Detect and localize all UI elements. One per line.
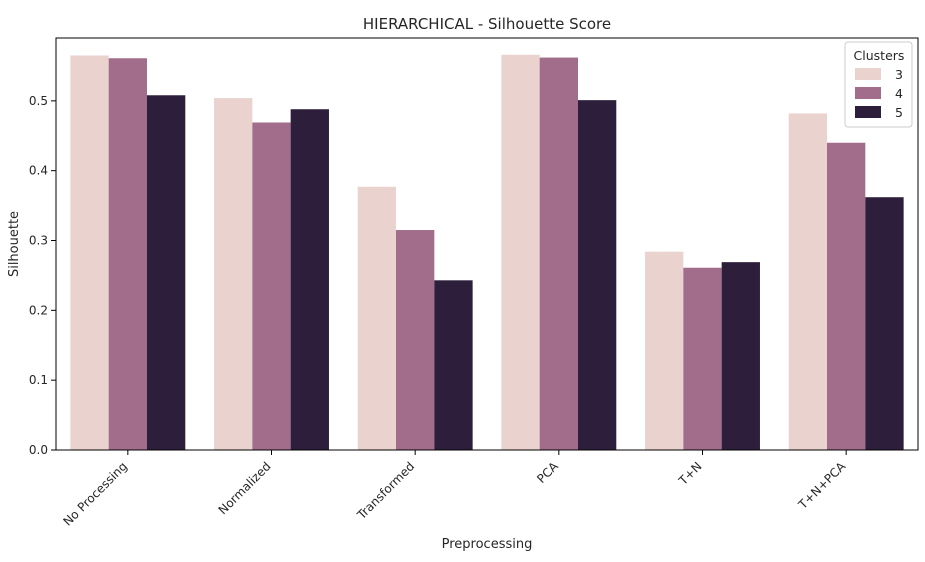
bar-pca-clusters-4 (539, 57, 578, 450)
y-tick-label: 0.4 (29, 164, 48, 178)
y-tick-label: 0.2 (29, 303, 48, 317)
y-tick-label: 0.5 (29, 94, 48, 108)
y-axis-label: Silhouette (7, 211, 22, 277)
x-tick-label: T+N+PCA (795, 459, 849, 513)
bar-t-n-pca-clusters-3 (788, 113, 828, 451)
x-tick-label: Normalized (216, 459, 274, 517)
y-tick-label: 0.0 (29, 443, 48, 457)
bar-t-n-pca-clusters-5 (865, 197, 904, 450)
bar-normalized-clusters-4 (252, 122, 291, 450)
legend-label-3: 3 (895, 67, 903, 82)
bar-transformed-clusters-3 (357, 186, 397, 450)
legend-label-4: 4 (895, 86, 903, 101)
legend-label-5: 5 (895, 105, 903, 120)
y-ticks-group: 0.0 0.1 0.2 0.3 0.4 0.5 (29, 94, 56, 457)
bars-group (70, 54, 904, 451)
x-tick-label: PCA (534, 459, 561, 486)
x-tick-label: Transformed (354, 459, 417, 522)
bar-no-processing-clusters-5 (146, 95, 186, 450)
x-tick-label: T+N (675, 459, 704, 488)
bar-pca-clusters-3 (501, 54, 540, 450)
bar-pca-clusters-5 (577, 100, 617, 450)
bar-normalized-clusters-5 (290, 109, 329, 451)
bar-no-processing-clusters-4 (108, 58, 147, 450)
x-tick-label: No Processing (61, 459, 130, 528)
legend-title: Clusters (854, 48, 905, 63)
bar-t-n-clusters-3 (645, 251, 684, 450)
chart-title: HIERARCHICAL - Silhouette Score (363, 15, 611, 33)
bar-t-n-clusters-4 (683, 267, 722, 450)
legend: Clusters 3 4 5 (844, 41, 913, 128)
x-ticks-group: No Processing Normalized Transformed PCA T+N… (61, 450, 849, 529)
legend-swatch-5 (855, 106, 881, 118)
x-axis-label: Preprocessing (442, 537, 533, 552)
bar-normalized-clusters-3 (214, 98, 253, 451)
bar-transformed-clusters-5 (434, 280, 473, 450)
bar-transformed-clusters-4 (396, 230, 435, 450)
y-tick-label: 0.3 (29, 234, 48, 248)
bar-no-processing-clusters-3 (70, 55, 109, 450)
legend-swatch-3 (855, 68, 881, 80)
legend-swatch-4 (855, 87, 881, 99)
y-tick-label: 0.1 (29, 373, 48, 387)
plot-frame (55, 37, 919, 451)
bar-t-n-clusters-5 (721, 262, 760, 450)
legend-items: 3 4 5 (855, 67, 903, 120)
bar-t-n-pca-clusters-4 (827, 142, 866, 450)
legend-box (844, 41, 913, 128)
